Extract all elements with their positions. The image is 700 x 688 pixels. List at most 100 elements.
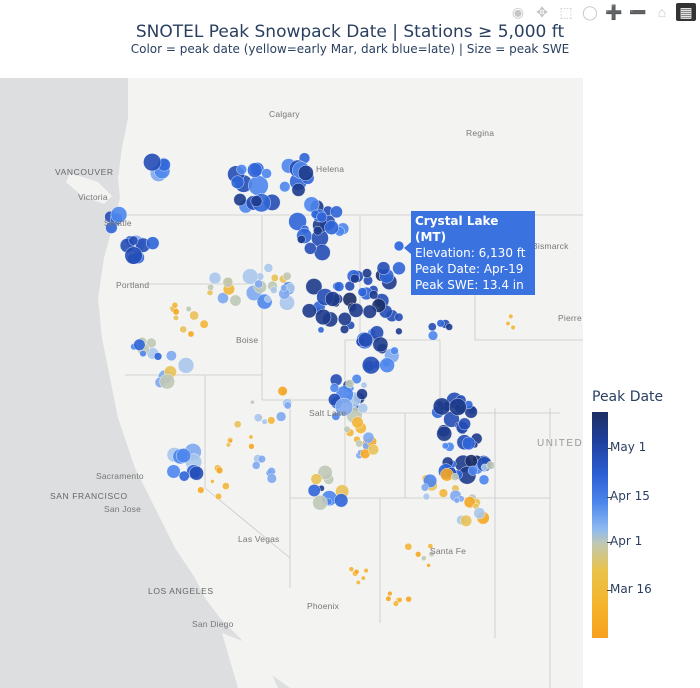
station-marker[interactable] bbox=[330, 205, 343, 219]
station-marker[interactable] bbox=[128, 235, 139, 246]
station-marker[interactable] bbox=[230, 175, 245, 189]
station-marker[interactable] bbox=[385, 595, 392, 602]
station-marker[interactable] bbox=[325, 291, 341, 307]
station-marker[interactable] bbox=[317, 326, 325, 334]
station-marker[interactable] bbox=[217, 292, 229, 304]
station-marker[interactable] bbox=[313, 244, 331, 261]
station-marker[interactable] bbox=[362, 356, 381, 375]
station-marker[interactable] bbox=[139, 350, 147, 358]
station-marker[interactable] bbox=[276, 411, 287, 422]
station-marker[interactable] bbox=[146, 337, 157, 349]
station-marker[interactable] bbox=[356, 388, 368, 400]
station-marker[interactable] bbox=[177, 357, 195, 374]
station-marker[interactable] bbox=[316, 211, 328, 223]
station-marker[interactable] bbox=[420, 483, 429, 492]
station-marker[interactable] bbox=[250, 195, 263, 208]
station-marker[interactable] bbox=[233, 193, 247, 207]
station-marker[interactable] bbox=[379, 357, 395, 373]
station-marker[interactable] bbox=[176, 448, 192, 464]
station-marker[interactable] bbox=[252, 461, 261, 470]
station-marker[interactable] bbox=[315, 308, 332, 326]
station-marker[interactable] bbox=[362, 431, 375, 444]
station-marker[interactable] bbox=[460, 514, 473, 527]
station-marker[interactable] bbox=[210, 479, 215, 484]
station-marker[interactable] bbox=[171, 301, 179, 309]
station-marker[interactable] bbox=[280, 284, 288, 292]
station-marker[interactable] bbox=[197, 486, 205, 494]
lasso-icon[interactable]: ◯ bbox=[582, 3, 598, 20]
station-marker[interactable] bbox=[440, 468, 454, 482]
zoom-out-icon[interactable]: ➖ bbox=[629, 3, 647, 20]
station-marker[interactable] bbox=[340, 324, 350, 334]
station-marker[interactable] bbox=[376, 261, 391, 275]
station-marker[interactable] bbox=[363, 568, 369, 574]
station-marker[interactable] bbox=[282, 271, 292, 281]
station-marker[interactable] bbox=[261, 418, 268, 425]
station-marker[interactable] bbox=[415, 551, 422, 558]
station-marker[interactable] bbox=[505, 321, 511, 326]
station-marker[interactable] bbox=[331, 412, 341, 421]
station-marker[interactable] bbox=[392, 600, 399, 607]
station-marker[interactable] bbox=[348, 566, 354, 572]
box-select-icon[interactable]: ⬚ bbox=[559, 3, 573, 20]
station-marker[interactable] bbox=[110, 206, 128, 223]
station-marker[interactable] bbox=[185, 305, 192, 312]
station-marker[interactable] bbox=[270, 273, 279, 282]
station-marker[interactable] bbox=[317, 465, 333, 481]
station-marker[interactable] bbox=[351, 374, 362, 385]
station-marker[interactable] bbox=[187, 330, 195, 338]
station-marker[interactable] bbox=[464, 454, 478, 468]
station-marker[interactable] bbox=[329, 383, 340, 393]
station-marker[interactable] bbox=[297, 235, 306, 244]
station-marker[interactable] bbox=[208, 271, 222, 285]
station-marker[interactable] bbox=[355, 580, 361, 585]
station-marker[interactable] bbox=[357, 287, 368, 297]
station-marker[interactable] bbox=[172, 308, 180, 316]
station-marker[interactable] bbox=[291, 182, 306, 197]
station-marker[interactable] bbox=[145, 236, 160, 250]
station-marker[interactable] bbox=[420, 555, 427, 562]
station-marker[interactable] bbox=[395, 327, 403, 335]
station-marker[interactable] bbox=[270, 286, 278, 294]
station-marker[interactable] bbox=[233, 420, 242, 429]
station-marker[interactable] bbox=[215, 493, 222, 500]
station-marker[interactable] bbox=[337, 312, 352, 326]
station-marker[interactable] bbox=[362, 304, 377, 319]
station-marker[interactable] bbox=[404, 542, 413, 551]
station-marker[interactable] bbox=[242, 268, 259, 285]
station-marker[interactable] bbox=[463, 496, 476, 509]
station-marker[interactable] bbox=[304, 242, 317, 255]
station-marker[interactable] bbox=[462, 436, 476, 451]
station-marker[interactable] bbox=[279, 181, 291, 193]
station-marker[interactable] bbox=[228, 438, 233, 444]
station-marker[interactable] bbox=[508, 313, 514, 319]
station-marker[interactable] bbox=[189, 465, 204, 481]
station-marker[interactable] bbox=[428, 551, 435, 558]
station-marker[interactable] bbox=[445, 323, 453, 331]
station-marker[interactable] bbox=[436, 319, 445, 328]
station-marker[interactable] bbox=[257, 455, 266, 464]
station-marker[interactable] bbox=[207, 283, 215, 291]
station-marker[interactable] bbox=[453, 497, 461, 504]
station-marker[interactable] bbox=[486, 460, 496, 470]
station-marker[interactable] bbox=[189, 310, 199, 321]
station-marker[interactable] bbox=[343, 425, 351, 433]
station-marker[interactable] bbox=[312, 495, 328, 511]
station-marker[interactable] bbox=[426, 563, 431, 568]
station-marker[interactable] bbox=[355, 439, 364, 448]
station-marker[interactable] bbox=[267, 416, 276, 425]
station-marker[interactable] bbox=[305, 278, 323, 296]
station-marker[interactable] bbox=[248, 434, 254, 440]
station-marker[interactable] bbox=[297, 165, 314, 181]
map-area[interactable]: Calgary Regina VANCOUVER Victoria Seattl… bbox=[0, 78, 583, 688]
zoom-in-icon[interactable]: ➕ bbox=[605, 3, 623, 20]
station-marker[interactable] bbox=[350, 273, 360, 284]
station-marker[interactable] bbox=[387, 590, 393, 597]
station-marker[interactable] bbox=[360, 575, 366, 581]
pan-icon[interactable]: ✥ bbox=[536, 3, 548, 20]
station-marker[interactable] bbox=[345, 379, 355, 389]
station-marker[interactable] bbox=[307, 484, 321, 497]
station-marker[interactable] bbox=[396, 597, 403, 603]
hovered-station-marker[interactable] bbox=[393, 240, 405, 252]
station-marker[interactable] bbox=[478, 474, 490, 485]
